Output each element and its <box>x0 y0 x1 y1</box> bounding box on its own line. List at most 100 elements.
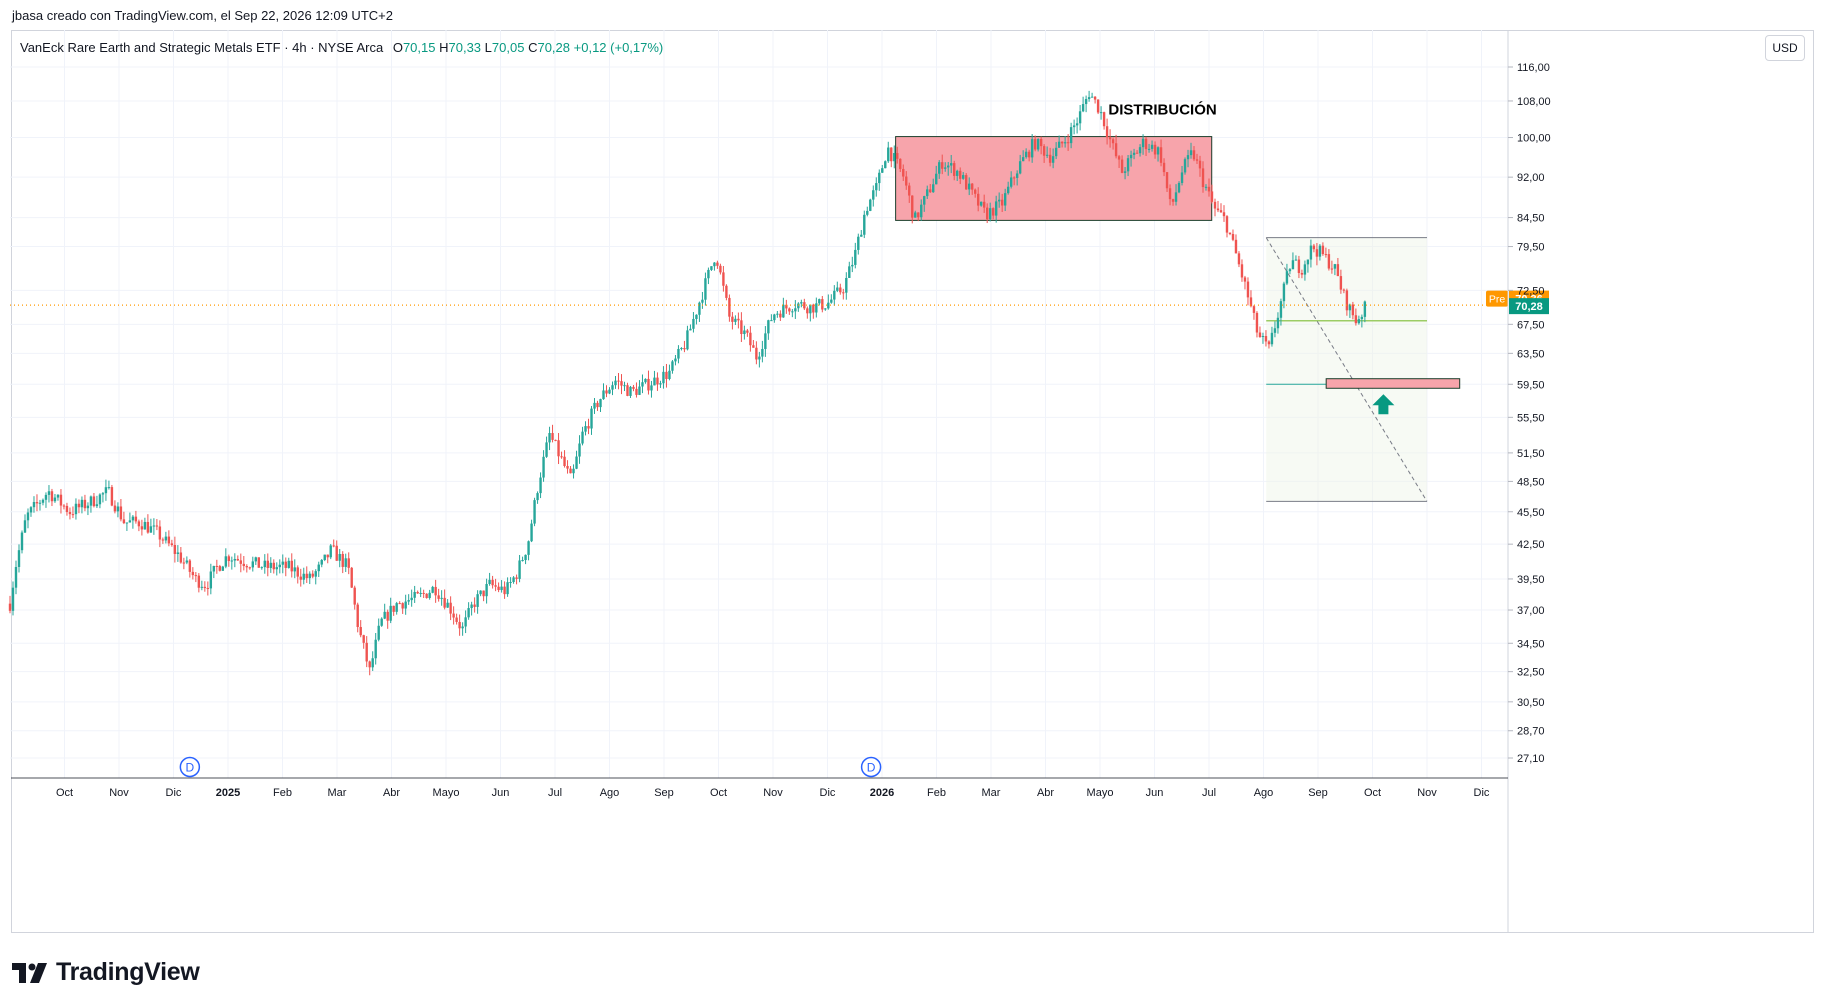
price-tick-label: 48,50 <box>1517 476 1545 488</box>
candle-body <box>23 520 27 533</box>
candle-body <box>551 433 554 440</box>
candle-body <box>380 618 383 626</box>
currency-button[interactable]: USD <box>1765 35 1805 61</box>
candle-body <box>1348 304 1352 311</box>
candle-body <box>587 426 590 429</box>
candle-body <box>515 577 518 579</box>
candle-body <box>902 168 905 177</box>
candle-body <box>353 587 356 605</box>
candle-body <box>593 402 596 409</box>
candle-body <box>191 571 195 576</box>
price-tick-label: 84,50 <box>1517 213 1545 225</box>
candle-body <box>923 196 926 205</box>
candle-body <box>494 585 497 587</box>
candle-body <box>479 590 482 595</box>
time-tick-label: Ago <box>1254 787 1274 799</box>
candle-body <box>851 264 854 267</box>
candle-body <box>1159 147 1163 163</box>
candle-body <box>683 348 686 350</box>
candle-body <box>1183 159 1187 173</box>
symbol-legend: VanEck Rare Earth and Strategic Metals E… <box>20 40 663 55</box>
candle-body <box>761 348 764 357</box>
candle-body <box>236 558 240 561</box>
candle-body <box>854 249 857 265</box>
candle-body <box>53 497 57 502</box>
candle-body <box>293 567 296 572</box>
candle-body <box>50 491 54 502</box>
price-tick-label: 45,50 <box>1517 507 1545 519</box>
candle-body <box>314 571 317 577</box>
candle-body <box>1117 156 1121 160</box>
candle-body <box>533 500 536 524</box>
candle-body <box>1315 249 1319 257</box>
candle-body <box>275 567 278 570</box>
candle-body <box>737 318 740 321</box>
candle-body <box>1252 306 1256 313</box>
candle-body <box>350 567 353 588</box>
candle-body <box>1228 232 1232 235</box>
candle-body <box>905 176 908 186</box>
candle-body <box>677 348 680 359</box>
candle-body <box>1303 264 1307 275</box>
candle-body <box>131 516 135 521</box>
candle-body <box>452 613 455 618</box>
candle-body <box>1282 283 1286 302</box>
candle-body <box>1288 269 1292 272</box>
candle-body <box>896 153 899 159</box>
pre-label-badge <box>1486 290 1508 307</box>
candle-body <box>1219 210 1223 213</box>
candle-body <box>1324 254 1328 256</box>
candle-body <box>554 439 557 441</box>
candle-body <box>134 516 138 522</box>
candle-body <box>1111 139 1115 144</box>
candle-body <box>44 494 48 500</box>
candle-body <box>1318 245 1322 257</box>
candle-body <box>218 566 222 571</box>
candle-body <box>719 265 722 273</box>
candle-body <box>29 507 33 513</box>
price-tick-label: 37,00 <box>1517 605 1545 617</box>
candle-body <box>176 552 180 554</box>
candle-body <box>1069 127 1073 144</box>
candle-body <box>611 385 614 390</box>
candle-body <box>83 499 87 509</box>
candle-body <box>824 308 827 310</box>
candle-body <box>1063 142 1067 144</box>
close-value: 70,28 <box>537 40 571 55</box>
time-tick-label: Mar <box>328 787 347 799</box>
symbol-name: VanEck Rare Earth and Strategic Metals E… <box>20 40 384 55</box>
candle-body <box>179 552 183 563</box>
candle-body <box>1147 148 1151 150</box>
candle-body <box>1192 150 1196 160</box>
candle-body <box>791 311 794 313</box>
high-label: H <box>439 40 449 55</box>
candle-body <box>776 313 779 315</box>
candle-body <box>188 560 192 572</box>
time-tick-label: Sep <box>654 787 674 799</box>
candle-body <box>752 345 755 348</box>
candle-body <box>722 272 725 286</box>
candle-body <box>806 308 809 314</box>
candle-body <box>680 348 683 350</box>
candle-body <box>170 543 174 546</box>
candle-body <box>401 603 404 609</box>
candle-body <box>200 586 204 588</box>
candle-body <box>710 266 713 270</box>
candle-body <box>965 175 968 190</box>
candle-body <box>1312 245 1316 250</box>
candle-body <box>953 163 956 176</box>
candle-body <box>656 377 659 385</box>
candle-body <box>449 602 452 614</box>
projection-diagonal <box>1265 237 1428 502</box>
candle-body <box>1015 173 1019 178</box>
candle-body <box>137 521 141 527</box>
candle-body <box>152 525 156 527</box>
dividend-marker-icon <box>860 756 882 778</box>
close-label: C <box>528 40 538 55</box>
candle-body <box>833 290 836 300</box>
candle-body <box>785 304 788 309</box>
candle-body <box>65 505 69 513</box>
candle-body <box>104 487 108 494</box>
candle-body <box>272 562 275 570</box>
